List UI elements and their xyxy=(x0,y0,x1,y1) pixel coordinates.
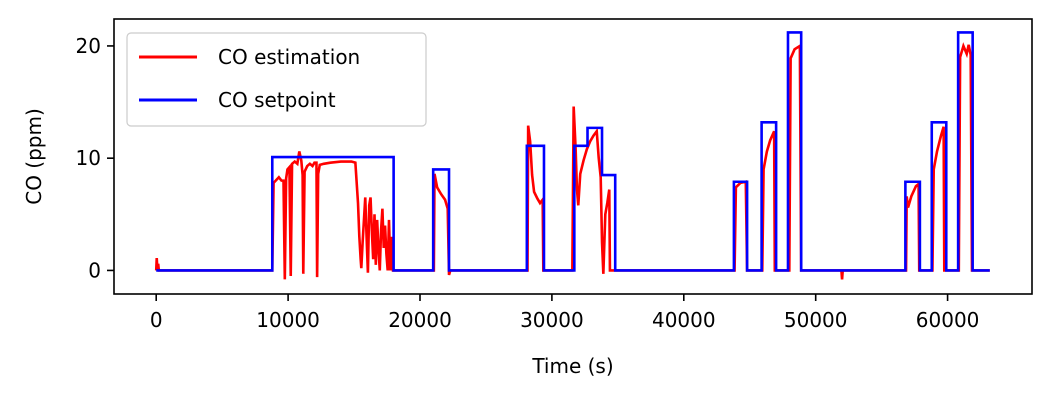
x-tick-label: 30000 xyxy=(520,308,584,332)
legend-label-co-estimation: CO estimation xyxy=(218,45,360,69)
x-tick-label: 40000 xyxy=(652,308,716,332)
x-tick-label: 60000 xyxy=(916,308,980,332)
legend-box xyxy=(126,32,427,127)
y-tick-label: 10 xyxy=(76,146,101,170)
x-tick-label: 0 xyxy=(150,308,163,332)
x-tick-label: 20000 xyxy=(388,308,452,332)
y-tick-label: 20 xyxy=(76,34,101,58)
legend-label-co-setpoint: CO setpoint xyxy=(218,88,336,112)
series-layer xyxy=(154,31,990,280)
y-tick-label: 0 xyxy=(88,258,101,282)
y-axis-ticks: 0 10 20 xyxy=(76,34,114,282)
x-tick-label: 50000 xyxy=(784,308,848,332)
legend: CO estimation CO setpoint xyxy=(126,32,427,127)
series-line-co-setpoint xyxy=(156,31,990,272)
plot-frame xyxy=(113,18,1033,295)
x-axis-label: Time (s) xyxy=(531,354,613,378)
x-axis-ticks: 0 10000 20000 30000 40000 50000 60000 xyxy=(150,294,980,332)
y-axis-label: CO (ppm) xyxy=(22,108,46,205)
x-tick-label: 10000 xyxy=(256,308,320,332)
